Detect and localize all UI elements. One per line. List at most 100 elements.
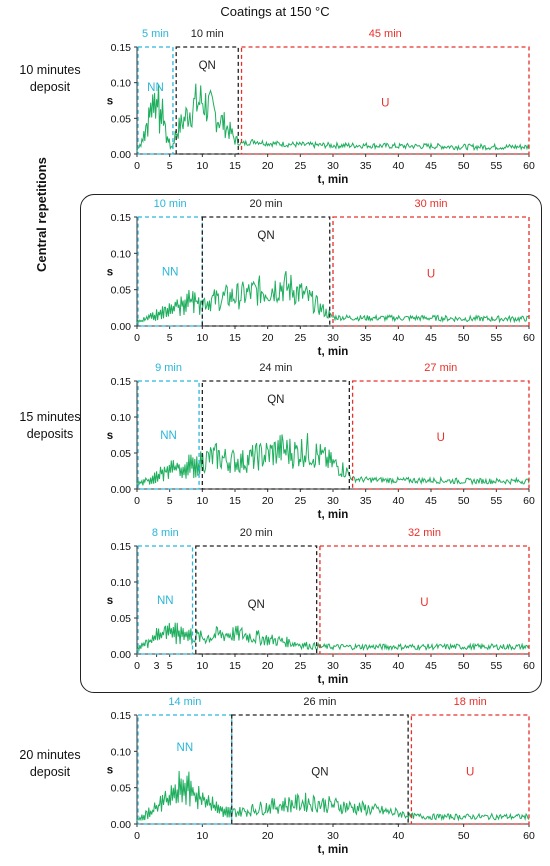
x-tick-label: 25	[294, 160, 306, 172]
y-tick-label: 0.05	[111, 613, 132, 625]
x-tick-label: 40	[392, 160, 404, 172]
region-box-QN	[201, 216, 331, 327]
x-tick-label: 3	[154, 660, 160, 672]
figure-title: Coatings at 150 °C	[220, 4, 330, 19]
region-box-U	[351, 380, 530, 490]
x-tick-label: 50	[458, 660, 470, 672]
label-20-min-line2: deposit	[29, 765, 71, 779]
y-tick-label: 0.15	[111, 376, 132, 388]
x-tick-label: 0	[134, 160, 140, 172]
x-tick-label: 5	[167, 332, 173, 344]
x-tick-label: 35	[360, 332, 372, 344]
region-label-U: U	[427, 269, 435, 281]
region-label-NN: NN	[157, 595, 174, 607]
y-tick-label: 0.05	[111, 285, 132, 297]
region-duration-NN: 5 min	[142, 28, 169, 40]
x-tick-label: 45	[425, 160, 437, 172]
y-tick-label: 0.10	[111, 248, 132, 260]
x-tick-label: 30	[327, 830, 339, 842]
label-15-min-line1: 15 minutes	[19, 410, 81, 424]
x-tick-label: 10	[196, 830, 208, 842]
region-duration-QN: 20 min	[250, 198, 283, 210]
x-tick-label: 10	[196, 332, 208, 344]
signal-line	[136, 770, 530, 822]
x-tick-label: 55	[490, 660, 502, 672]
label-10-min-deposit: 10 minutes deposit	[0, 62, 100, 96]
x-tick-label: 0	[134, 830, 140, 842]
label-15-min-deposits: 15 minutes deposits	[0, 409, 100, 443]
x-tick-label: 30	[327, 332, 339, 344]
y-tick-label: 0.00	[111, 484, 132, 496]
region-label-NN: NN	[177, 742, 194, 754]
y-tick-label: 0.15	[111, 541, 132, 553]
region-duration-NN: 8 min	[152, 527, 179, 539]
region-label-QN: QN	[257, 230, 274, 242]
x-tick-label: 45	[425, 660, 437, 672]
x-tick-label: 25	[294, 332, 306, 344]
region-box-U	[240, 46, 530, 155]
y-tick-label: 0.10	[111, 412, 132, 424]
y-tick-label: 0.00	[111, 819, 132, 831]
label-20-min-line1: 20 minutes	[19, 748, 81, 762]
x-tick-label: 30	[327, 495, 339, 507]
y-tick-label: 0.05	[111, 113, 132, 125]
label-10-min-line1: 10 minutes	[19, 63, 81, 77]
label-10-min-line2: deposit	[29, 80, 71, 94]
region-duration-NN: 14 min	[168, 696, 201, 708]
region-box-QN	[231, 714, 409, 825]
y-tick-label: 0.15	[111, 710, 132, 722]
y-axis-label: s	[107, 430, 113, 442]
y-tick-label: 0.00	[111, 321, 132, 333]
region-box-QN	[201, 380, 350, 490]
x-tick-label: 55	[490, 160, 502, 172]
y-tick-label: 0.05	[111, 783, 132, 795]
x-tick-label: 5	[167, 495, 173, 507]
x-tick-label: 25	[294, 660, 306, 672]
signal-line	[136, 270, 530, 324]
region-label-U: U	[466, 767, 474, 779]
x-axis-label: t, min	[318, 844, 349, 856]
central-repetitions-frame	[80, 194, 542, 693]
region-box-NN	[137, 545, 194, 655]
x-tick-label: 50	[458, 495, 470, 507]
x-tick-label: 5	[167, 660, 173, 672]
region-duration-U: 18 min	[454, 696, 487, 708]
y-tick-label: 0.10	[111, 746, 132, 758]
x-tick-label: 50	[458, 160, 470, 172]
region-label-QN: QN	[311, 767, 328, 779]
chart-panel-1: 0.00 0.05 0.10 0.15 0 5 10 15 20 25 30 35 40 45 50 55 60…	[107, 28, 535, 186]
x-tick-label: 55	[490, 332, 502, 344]
label-20-min-deposit: 20 minutes deposit	[0, 747, 100, 781]
x-tick-label: 0	[134, 495, 140, 507]
x-tick-label: 10	[196, 495, 208, 507]
x-tick-label: 0	[134, 332, 140, 344]
region-label-QN: QN	[267, 394, 284, 406]
x-tick-label: 45	[425, 332, 437, 344]
region-box-NN	[137, 46, 174, 155]
y-tick-label: 0.05	[111, 448, 132, 460]
region-box-U	[332, 216, 530, 327]
x-tick-label: 60	[523, 830, 535, 842]
x-tick-label: 45	[425, 495, 437, 507]
x-tick-label: 20	[262, 160, 274, 172]
y-tick-label: 0.00	[111, 649, 132, 661]
x-tick-label: 25	[294, 495, 306, 507]
chart-panel-2: 0.00 0.05 0.10 0.15 0 5 10 15 20 25 30 35 40 45 50 55 60…	[107, 198, 535, 358]
x-tick-label: 20	[262, 495, 274, 507]
x-axis-label: t, min	[318, 674, 349, 686]
x-tick-label: 60	[523, 332, 535, 344]
region-box-NN	[137, 380, 200, 490]
x-tick-label: 20	[262, 830, 274, 842]
region-label-QN: QN	[248, 599, 265, 611]
x-axis-label: t, min	[318, 174, 349, 186]
region-label-U: U	[437, 432, 445, 444]
y-tick-label: 0.10	[111, 577, 132, 589]
region-label-U: U	[420, 597, 428, 609]
region-duration-QN: 10 min	[191, 28, 224, 40]
chart-panel-3: 0.00 0.05 0.10 0.15 0 5 10 15 20 25 30 35 40 45 50 55 60…	[107, 362, 535, 521]
x-tick-label: 20	[262, 332, 274, 344]
y-tick-label: 0.00	[111, 149, 132, 161]
signal-line	[136, 622, 530, 652]
region-box-U	[410, 714, 530, 825]
